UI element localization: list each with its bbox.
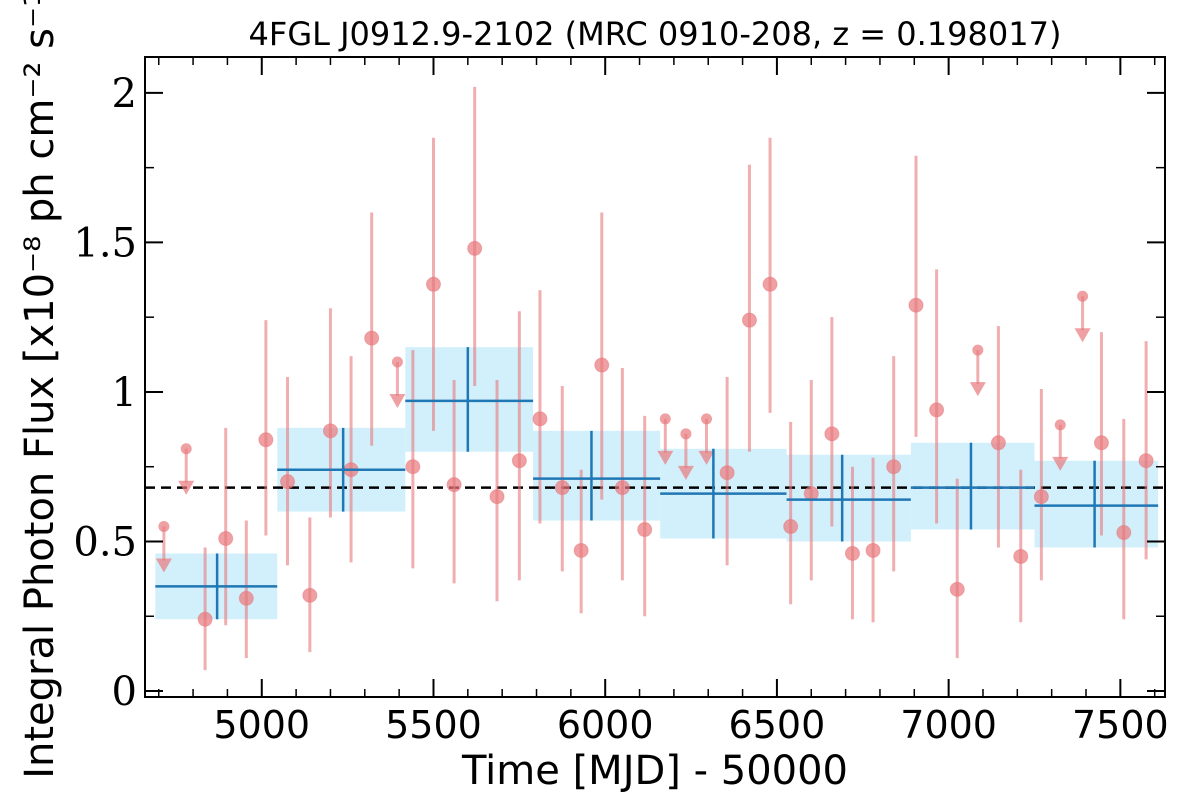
y-tick-label: 1 bbox=[112, 370, 137, 416]
plot-frame bbox=[144, 56, 1166, 698]
detection-point bbox=[886, 459, 902, 475]
upper-limit-point bbox=[1054, 419, 1066, 431]
detection-point bbox=[1138, 453, 1154, 469]
upper-limit-point bbox=[680, 428, 692, 440]
x-axis-label: Time [MJD] - 50000 bbox=[461, 748, 848, 794]
y-tick-label: 0.5 bbox=[73, 519, 137, 565]
x-tick-label: 6000 bbox=[557, 703, 654, 747]
upper-limit-arrow bbox=[677, 465, 694, 480]
detection-point bbox=[1033, 489, 1049, 505]
y-tick-label: 0 bbox=[112, 669, 137, 715]
detection-point bbox=[489, 489, 505, 505]
long-bin-band bbox=[405, 347, 534, 452]
detection-point bbox=[929, 402, 945, 418]
detection-point bbox=[614, 480, 630, 496]
long-bin-band bbox=[533, 430, 661, 521]
detection-point bbox=[511, 453, 527, 469]
y-tick-label: 1.5 bbox=[73, 220, 137, 266]
detection-point bbox=[908, 297, 924, 313]
detection-point bbox=[467, 240, 483, 256]
detection-point bbox=[1116, 525, 1132, 541]
detection-point bbox=[637, 522, 653, 538]
upper-limit-arrow bbox=[155, 558, 172, 573]
detection-point bbox=[197, 611, 213, 627]
chart-title: 4FGL J0912.9-2102 (MRC 0910-208, z = 0.1… bbox=[249, 15, 1062, 53]
upper-limit-point bbox=[972, 344, 984, 356]
x-tick-label: 7500 bbox=[1072, 703, 1169, 747]
detection-point bbox=[573, 542, 589, 558]
upper-limit-arrow bbox=[178, 480, 195, 495]
detection-point bbox=[218, 530, 234, 546]
detection-point bbox=[405, 459, 421, 475]
detection-point bbox=[865, 542, 881, 558]
long-bin-band bbox=[1034, 460, 1159, 548]
long-bin-band bbox=[910, 442, 1035, 530]
upper-limit-arrow bbox=[389, 394, 406, 409]
plot-area: 5000 5500 6000 6500 7000 7500 0 0.5 1 1.5 2 bbox=[73, 56, 1169, 747]
x-tick-label: 7000 bbox=[900, 703, 997, 747]
detection-point bbox=[949, 581, 965, 597]
detection-point bbox=[302, 587, 318, 603]
x-tick-label: 6500 bbox=[729, 703, 826, 747]
upper-limit-arrow bbox=[698, 450, 715, 465]
upper-limit-point bbox=[158, 521, 170, 533]
detection-point bbox=[322, 423, 338, 439]
detection-point bbox=[824, 426, 840, 442]
detection-point bbox=[719, 465, 735, 481]
detection-point bbox=[1093, 435, 1109, 451]
detection-point bbox=[364, 330, 380, 346]
upper-limit-point bbox=[701, 413, 713, 425]
upper-limit-arrow bbox=[1052, 456, 1069, 471]
upper-limit-point bbox=[180, 443, 192, 455]
y-tick-label: 2 bbox=[112, 71, 137, 117]
upper-limit-point bbox=[391, 356, 403, 368]
detection-point bbox=[762, 276, 778, 292]
detection-point bbox=[280, 474, 296, 490]
detection-point bbox=[990, 435, 1006, 451]
detection-point bbox=[446, 477, 462, 493]
upper-limit-point bbox=[1077, 290, 1089, 302]
x-tick-label: 5500 bbox=[385, 703, 482, 747]
detection-point bbox=[532, 411, 548, 427]
detection-point bbox=[1013, 548, 1029, 564]
detection-point bbox=[844, 545, 860, 561]
upper-limit-arrow bbox=[657, 450, 674, 465]
upper-limit-arrow bbox=[969, 382, 986, 397]
detection-point bbox=[594, 357, 610, 373]
detection-point bbox=[783, 519, 799, 535]
detection-point bbox=[741, 312, 757, 328]
detection-point bbox=[238, 590, 254, 606]
detection-point bbox=[554, 480, 570, 496]
detection-point bbox=[425, 276, 441, 292]
upper-limit-point bbox=[659, 413, 671, 425]
x-tick-label: 5000 bbox=[213, 703, 310, 747]
upper-limit-arrow bbox=[1074, 328, 1091, 343]
y-axis-label: Integral Photon Flux [x10⁻⁸ ph cm⁻² s⁻¹] bbox=[17, 0, 63, 779]
detection-point bbox=[258, 432, 274, 448]
